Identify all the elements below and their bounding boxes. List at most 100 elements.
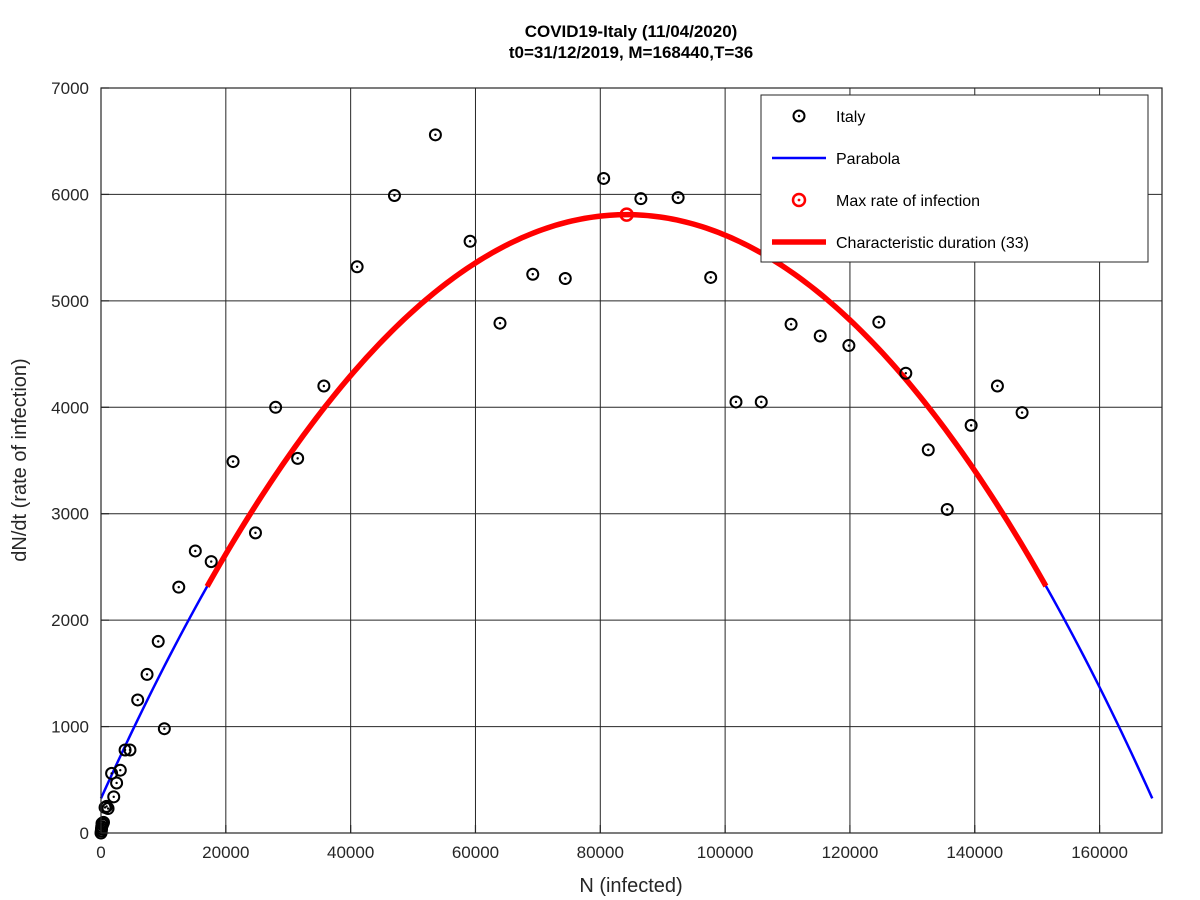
italy-data-point — [140, 667, 154, 681]
italy-data-point — [921, 443, 935, 457]
italy-data-point-dot — [355, 265, 359, 268]
italy-data-point-dot — [254, 531, 257, 535]
italy-data-point — [291, 451, 305, 465]
italy-data-point-dot — [101, 823, 104, 826]
italy-data-point — [172, 580, 186, 594]
italy-data-point — [990, 379, 1004, 393]
italy-data-point-dot — [1020, 411, 1024, 414]
italy-data-point — [634, 192, 648, 206]
italy-data-point — [204, 555, 218, 569]
italy-data-point-dot — [564, 277, 567, 280]
x-tick-label: 160000 — [1071, 843, 1128, 862]
italy-data-point-dot — [145, 673, 149, 676]
y-tick-label: 3000 — [51, 505, 89, 524]
italy-data-point — [123, 743, 137, 757]
italy-data-point-dot — [128, 748, 132, 752]
y-axis-label: dN/dt (rate of infection) — [9, 358, 31, 561]
legend-label-italy: Italy — [836, 109, 865, 126]
x-tick-label: 140000 — [946, 843, 1003, 862]
italy-data-point — [940, 502, 954, 516]
italy-data-point-dot — [602, 177, 605, 180]
italy-data-point-dot — [274, 406, 277, 409]
italy-data-point — [964, 418, 978, 432]
y-tick-label: 1000 — [51, 718, 89, 737]
legend-italy-marker — [792, 109, 806, 123]
italy-data-point-dot — [106, 807, 110, 810]
italy-data-point — [729, 395, 743, 409]
x-tick-label: 40000 — [327, 843, 374, 862]
italy-data-point-dot — [819, 334, 822, 338]
italy-data-point-dot — [468, 240, 472, 243]
italy-data-point-dot — [760, 400, 763, 404]
x-tick-label: 120000 — [822, 843, 879, 862]
x-tick-label: 100000 — [697, 843, 754, 862]
italy-data-point-dot — [676, 196, 680, 199]
legend-label-duration: Characteristic duration (33) — [836, 235, 1029, 252]
legend-max-marker — [791, 192, 807, 208]
italy-data-point-dot — [157, 640, 160, 643]
y-tick-label: 5000 — [51, 292, 89, 311]
legend-max-marker-dot — [797, 198, 801, 202]
italy-data-point — [96, 815, 110, 829]
italy-data-point-dot — [789, 323, 793, 326]
italy-data-point-dot — [102, 821, 105, 824]
italy-data-point-dot — [434, 133, 437, 137]
italy-data-point-dot — [709, 276, 712, 279]
y-tick-label: 6000 — [51, 185, 89, 204]
y-tick-label: 2000 — [51, 611, 89, 630]
italy-data-point-dot — [877, 320, 881, 324]
italy-data-point — [493, 316, 507, 330]
italy-data-point — [784, 317, 798, 331]
italy-data-point — [597, 171, 611, 185]
italy-data-point-dot — [969, 424, 973, 427]
italy-data-point — [101, 802, 115, 816]
italy-data-point-dot — [904, 372, 907, 375]
italy-data-point-dot — [105, 805, 108, 808]
italy-data-point — [899, 366, 913, 380]
italy-data-point-dot — [194, 549, 197, 553]
italy-data-point-dot — [296, 457, 299, 460]
italy-data-point — [526, 267, 540, 281]
x-tick-label: 0 — [96, 843, 105, 862]
italy-data-point — [188, 544, 202, 558]
italy-data-point-dot — [996, 384, 999, 388]
italy-data-point — [1015, 406, 1029, 420]
italy-data-point-dot — [531, 273, 534, 276]
y-tick-label: 7000 — [51, 79, 89, 98]
italy-data-point — [671, 191, 685, 205]
italy-data-point — [872, 315, 886, 329]
legend: Italy Parabola Max rate of infection Charac… — [760, 94, 1149, 263]
italy-data-point-dot — [136, 698, 139, 702]
y-tick-label: 0 — [80, 824, 89, 843]
italy-data-point — [387, 188, 401, 202]
italy-data-point-dot — [112, 795, 115, 799]
italy-data-point — [428, 128, 442, 142]
italy-data-point — [813, 329, 827, 343]
italy-data-point-dot — [498, 322, 502, 325]
italy-data-point — [350, 260, 364, 274]
x-axis-label: N (infected) — [579, 875, 682, 897]
italy-data-point-dot — [231, 460, 235, 463]
italy-data-point — [269, 400, 283, 414]
x-tick-label: 20000 — [202, 843, 249, 862]
italy-data-point-dot — [639, 197, 643, 200]
italy-data-point-dot — [322, 384, 326, 388]
italy-data-point-dot — [119, 769, 122, 772]
legend-box — [760, 94, 1149, 263]
italy-data-point-dot — [163, 727, 166, 730]
italy-data-point-dot — [393, 194, 396, 197]
italy-data-point-dot — [177, 585, 180, 589]
italy-data-point — [704, 270, 718, 284]
plot-frame — [100, 87, 1163, 834]
italy-data-point — [113, 763, 127, 777]
italy-data-point — [248, 526, 262, 540]
italy-data-point-dot — [210, 560, 213, 563]
italy-data-point — [317, 379, 331, 393]
italy-data-point — [842, 339, 856, 353]
legend-label-parabola: Parabola — [836, 151, 900, 168]
y-tick-label: 4000 — [51, 398, 89, 417]
italy-data-point — [151, 634, 165, 648]
x-tick-label: 80000 — [577, 843, 624, 862]
